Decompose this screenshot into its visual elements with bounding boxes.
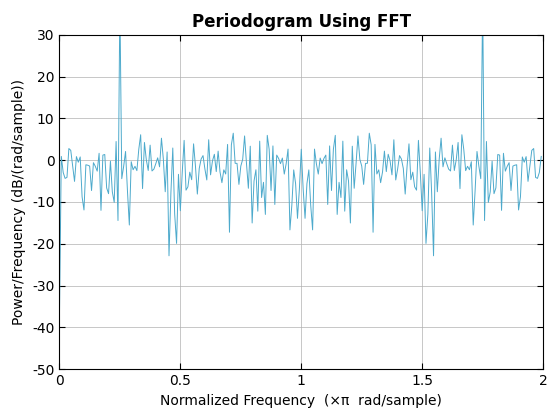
X-axis label: Normalized Frequency  (×π  rad/sample): Normalized Frequency (×π rad/sample) [160,394,442,407]
Y-axis label: Power/Frequency (dB/(rad/sample)): Power/Frequency (dB/(rad/sample)) [12,79,26,325]
Title: Periodogram Using FFT: Periodogram Using FFT [192,13,411,31]
